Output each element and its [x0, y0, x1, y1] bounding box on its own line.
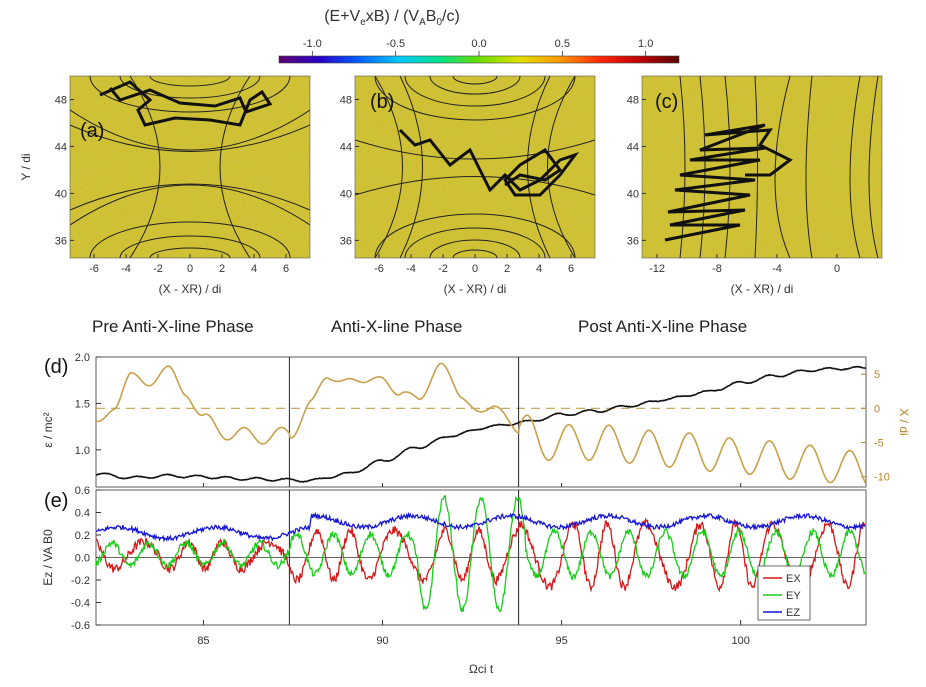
- series-ex: [96, 517, 866, 593]
- phase-pre: Pre Anti-X-line Phase: [92, 317, 254, 336]
- panel-a-trajectory: [99, 80, 273, 127]
- panel-d-label: (d): [44, 356, 68, 378]
- y-tick-label: 36: [340, 235, 352, 247]
- y-tick-label: 36: [55, 235, 67, 247]
- x-tick-label: -4: [121, 263, 131, 275]
- phase-anti: Anti-X-line Phase: [331, 317, 462, 336]
- x-axis-label: (X - XR) / di: [444, 282, 507, 296]
- y-tick-label: 44: [55, 141, 67, 153]
- y-tick-label: 2.0: [75, 352, 90, 364]
- x-tick-label: 90: [376, 635, 388, 647]
- y-tick-label: 1.0: [75, 445, 90, 457]
- panel-c-trajectory: [664, 123, 793, 242]
- phase-post: Post Anti-X-line Phase: [578, 317, 747, 336]
- x-tick-label: 6: [283, 263, 289, 275]
- series-energy: [96, 365, 866, 483]
- colorbar-tick: 0.5: [555, 38, 570, 50]
- panel-b: -6 -4 -2 0 2 4 6 48 44 40 36 (X - XR) / di (b): [340, 75, 596, 296]
- y2-tick-label: -10: [874, 472, 890, 484]
- colorbar-tick: 0.0: [471, 38, 486, 50]
- x-tick-label: -4: [772, 263, 782, 275]
- series-ez: [96, 511, 866, 543]
- y-tick-label: 44: [627, 141, 639, 153]
- x-tick-label: 85: [197, 635, 209, 647]
- legend-label: EZ: [786, 607, 800, 619]
- y-tick-label: 0.4: [75, 508, 90, 520]
- chart-d: 2.0 1.5 1.0 5 0 -5 -10 ε / mc² X / di (d): [41, 352, 911, 488]
- x-axis-label: (X - XR) / di: [731, 282, 794, 296]
- chart-e: 0.6 0.4 0.2 0.0 -0.2 -0.4 -0.6 85 90 95 100 Ωci t Ez…: [41, 485, 867, 676]
- y-tick-label: -0.2: [71, 575, 90, 587]
- legend: EX EY EZ: [757, 565, 811, 621]
- colorbar-tick: -1.0: [303, 38, 322, 50]
- x-tick-label: -4: [406, 263, 416, 275]
- panel-b-trajectory: [398, 128, 580, 197]
- x-tick-label: 0: [472, 263, 478, 275]
- y-tick-label: 0.0: [75, 553, 90, 565]
- legend-label: EY: [786, 590, 801, 602]
- panel-a-noise-green: [70, 76, 310, 258]
- panel-a-field-lines: [70, 76, 310, 258]
- x-tick-label: 0: [834, 263, 840, 275]
- x-tick-label: -2: [153, 263, 163, 275]
- panel-c: -12 -8 -4 0 48 44 40 36 (X - XR) / di (c): [627, 75, 883, 296]
- y2-tick-label: 5: [874, 369, 880, 381]
- y-tick-label: 40: [55, 188, 67, 200]
- y-tick-label: 1.5: [75, 398, 90, 410]
- colorbar-gradient: [278, 55, 680, 64]
- x-tick-label: 6: [568, 263, 574, 275]
- y-tick-label: 48: [627, 94, 639, 106]
- x-axis-label: Ωci t: [469, 662, 494, 676]
- x-tick-label: -12: [649, 263, 665, 275]
- series-position: [96, 362, 866, 485]
- plot-frame: [95, 356, 867, 488]
- y-tick-label: 36: [627, 235, 639, 247]
- y-tick-label: 0.2: [75, 530, 90, 542]
- colorbar-title: (E+VexB) / (VAB0/c): [324, 8, 460, 28]
- y-tick-label: 40: [627, 188, 639, 200]
- y2-axis-label: X / di: [897, 408, 911, 435]
- colorbar: (E+VexB) / (VAB0/c) -1.0 -0.5 0.0 0.5 1.0: [278, 8, 680, 64]
- y2-tick-label: 0: [874, 403, 880, 415]
- legend-label: EX: [786, 573, 801, 585]
- x-axis-label: (X - XR) / di: [159, 282, 222, 296]
- x-tick-label: -6: [374, 263, 384, 275]
- x-tick-label: 4: [251, 263, 257, 275]
- y-tick-label: 0.6: [75, 485, 90, 497]
- x-tick-label: -2: [438, 263, 448, 275]
- panel-c-label: (c): [655, 91, 678, 113]
- x-tick-label: 2: [504, 263, 510, 275]
- y-tick-label: 40: [340, 188, 352, 200]
- x-tick-label: 2: [219, 263, 225, 275]
- y-axis-label: Y / di: [19, 153, 33, 180]
- y-tick-label: -0.4: [71, 598, 90, 610]
- y2-tick-label: -5: [874, 438, 884, 450]
- x-tick-label: 100: [731, 635, 749, 647]
- colorbar-tick: 1.0: [638, 38, 653, 50]
- x-tick-label: -8: [712, 263, 722, 275]
- y-tick-label: 44: [340, 141, 352, 153]
- y-tick-label: 48: [55, 94, 67, 106]
- y-axis-label: Ez / VA B0: [41, 529, 55, 586]
- panel-e-label: (e): [44, 490, 68, 512]
- panel-b-label: (b): [370, 91, 394, 113]
- x-tick-label: 4: [536, 263, 542, 275]
- panel-a: -6 -4 -2 0 2 4 6 48 44 40 36 (X - XR) / di Y / di (a…: [19, 75, 311, 296]
- series-ey: [96, 495, 866, 613]
- y-tick-label: 48: [340, 94, 352, 106]
- y-tick-label: -0.6: [71, 620, 90, 632]
- x-tick-label: 0: [187, 263, 193, 275]
- panel-a-label: (a): [80, 120, 104, 142]
- x-tick-label: -6: [89, 263, 99, 275]
- panel-c-field-lines: [679, 76, 879, 258]
- y-axis-label: ε / mc²: [41, 412, 55, 447]
- x-tick-label: 95: [555, 635, 567, 647]
- colorbar-tick: -0.5: [386, 38, 405, 50]
